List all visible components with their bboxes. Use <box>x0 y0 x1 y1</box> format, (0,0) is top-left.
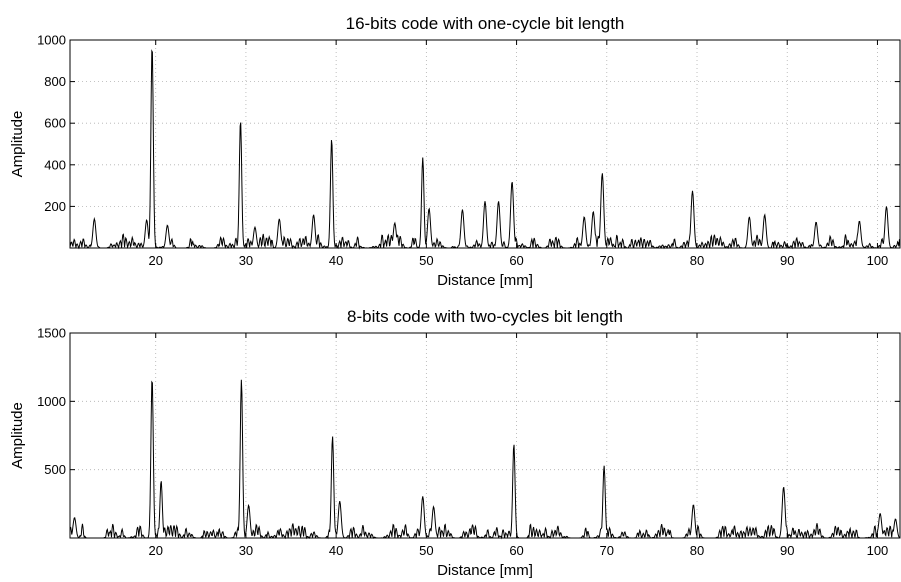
chart-2: 20 30 40 50 60 70 80 90 100 500 1000 1500 8-bits co… <box>9 307 901 579</box>
x-tick-label: 60 <box>509 253 523 268</box>
x-tick-label: 40 <box>329 543 343 558</box>
chart-1-plot-frame <box>69 39 901 249</box>
chart-2-y-axis-label: Amplitude <box>9 402 26 469</box>
x-tick-label: 30 <box>239 253 253 268</box>
x-tick-label: 60 <box>509 543 523 558</box>
y-tick-label: 200 <box>44 199 66 214</box>
x-tick-label: 80 <box>690 543 704 558</box>
x-tick-label: 50 <box>419 253 433 268</box>
chart-1-ticks: 20 30 40 50 60 70 80 90 100 200 400 600 800 1000 <box>37 33 900 268</box>
y-tick-label: 1000 <box>37 394 66 409</box>
chart-1-grid <box>70 39 900 248</box>
x-tick-label: 70 <box>600 253 614 268</box>
chart-2-series-line <box>69 379 901 540</box>
x-tick-label: 20 <box>148 253 162 268</box>
chart-1: 20 30 40 50 60 70 80 90 100 200 400 600 800 1000 16-b… <box>9 14 901 289</box>
y-tick-label: 600 <box>44 116 66 131</box>
x-tick-label: 50 <box>419 543 433 558</box>
y-tick-label: 400 <box>44 157 66 172</box>
chart-1-x-axis-label: Distance [mm] <box>437 272 533 289</box>
chart-1-y-axis-label: Amplitude <box>9 111 26 178</box>
chart-2-ticks: 20 30 40 50 60 70 80 90 100 500 1000 1500 <box>37 326 900 558</box>
x-tick-label: 90 <box>780 253 794 268</box>
x-tick-label: 20 <box>148 543 162 558</box>
x-tick-label: 70 <box>600 543 614 558</box>
y-tick-label: 1000 <box>37 33 66 48</box>
chart-2-plot-frame <box>69 332 901 539</box>
chart-2-grid <box>70 332 900 538</box>
chart-2-title: 8-bits code with two-cycles bit length <box>347 307 623 326</box>
x-tick-label: 100 <box>867 543 889 558</box>
y-tick-label: 800 <box>44 74 66 89</box>
x-tick-label: 80 <box>690 253 704 268</box>
y-tick-label: 1500 <box>37 326 66 341</box>
y-tick-label: 500 <box>44 462 66 477</box>
x-tick-label: 30 <box>239 543 253 558</box>
chart-1-title: 16-bits code with one-cycle bit length <box>346 14 625 33</box>
x-tick-label: 40 <box>329 253 343 268</box>
x-tick-label: 90 <box>780 543 794 558</box>
chart-2-x-axis-label: Distance [mm] <box>437 562 533 579</box>
x-tick-label: 100 <box>867 253 889 268</box>
chart-1-series-line <box>69 49 901 250</box>
